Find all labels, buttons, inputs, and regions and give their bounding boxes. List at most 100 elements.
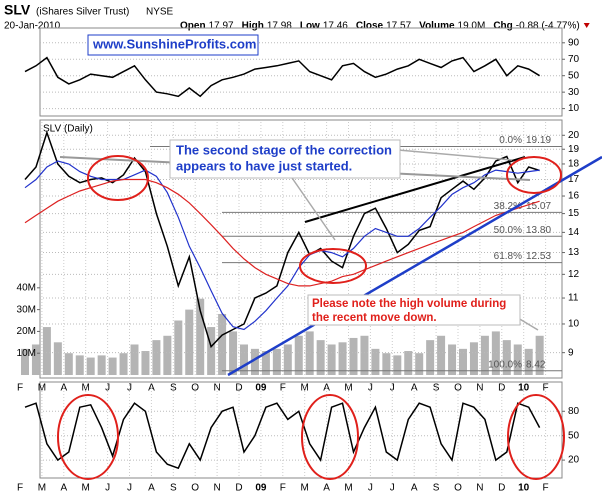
pointer bbox=[289, 174, 336, 241]
y-tick-label: 16 bbox=[568, 191, 580, 202]
pointer bbox=[397, 149, 513, 161]
annotation-box bbox=[169, 139, 401, 179]
x-tick-label: N bbox=[213, 483, 220, 494]
price-frame bbox=[39, 119, 563, 379]
x-tick-label: M bbox=[344, 483, 352, 494]
fib-percent: 100.0% bbox=[488, 359, 522, 370]
quote-label: Chg bbox=[493, 21, 512, 32]
volume-bar bbox=[152, 340, 161, 375]
volume-bar bbox=[240, 344, 248, 375]
watermark-box bbox=[87, 34, 259, 56]
volume-bar bbox=[272, 348, 281, 375]
highlight bbox=[301, 394, 359, 480]
x-tick-label: S bbox=[170, 483, 177, 494]
volume-bar bbox=[349, 337, 358, 375]
volume-bar bbox=[108, 357, 117, 375]
y-tick-label: 18 bbox=[568, 159, 580, 170]
volume-bar bbox=[294, 335, 303, 375]
x-tick-label: 09 bbox=[255, 483, 267, 494]
volume-bar bbox=[119, 353, 128, 375]
volume-bar bbox=[42, 327, 51, 375]
fib-price: 19.19 bbox=[526, 135, 551, 146]
quote-value: 17.97 bbox=[209, 21, 234, 32]
y-tick-label: 30M bbox=[17, 304, 36, 315]
volume-bar bbox=[360, 335, 369, 375]
highlight bbox=[506, 156, 562, 194]
volume-bar bbox=[338, 342, 347, 375]
highlight bbox=[507, 394, 565, 480]
fib-price: 12.53 bbox=[526, 251, 551, 262]
series-line bbox=[24, 402, 541, 470]
y-tick-label: 10M bbox=[17, 348, 36, 359]
annotation: the recent move down. bbox=[312, 312, 437, 324]
x-tick-label: F bbox=[280, 483, 286, 494]
x-tick-label: A bbox=[411, 483, 418, 494]
quote-label: Close bbox=[356, 21, 384, 32]
quote-value: 17.46 bbox=[323, 21, 348, 32]
volume-bar bbox=[327, 344, 336, 375]
exchange: NYSE bbox=[146, 7, 174, 18]
y-tick-label: 10 bbox=[568, 103, 580, 114]
volume-bar bbox=[141, 351, 150, 375]
x-tick-label: D bbox=[235, 483, 242, 494]
fib-percent: 38.2% bbox=[494, 201, 522, 212]
y-tick-label: 50 bbox=[568, 430, 580, 441]
volume-bar bbox=[250, 348, 259, 375]
y-tick-label: 30 bbox=[568, 87, 580, 98]
y-tick-label: 12 bbox=[568, 269, 580, 280]
annotation: Please note the high volume during bbox=[312, 298, 506, 310]
x-tick-label: D bbox=[498, 483, 505, 494]
highlight bbox=[299, 248, 367, 284]
y-tick-label: 19 bbox=[568, 144, 580, 155]
y-tick-label: 14 bbox=[568, 227, 580, 238]
y-tick-label: 90 bbox=[568, 37, 580, 48]
fib-percent: 50.0% bbox=[494, 225, 522, 236]
volume-bar bbox=[316, 340, 325, 375]
x-tick-label: F bbox=[17, 483, 23, 494]
series-line bbox=[24, 56, 540, 98]
highlight bbox=[57, 394, 119, 480]
volume-bar bbox=[426, 340, 435, 375]
fib-percent: 61.8% bbox=[494, 251, 522, 262]
quote-label: Low bbox=[300, 21, 320, 32]
quote-value: 17.57 bbox=[386, 21, 411, 32]
volume-bar bbox=[415, 353, 424, 375]
y-tick-label: 10 bbox=[568, 319, 580, 330]
volume-bar bbox=[185, 309, 194, 375]
symbol: SLV bbox=[4, 2, 31, 18]
volume-bar bbox=[207, 327, 216, 375]
x-tick-label: F bbox=[543, 483, 549, 494]
x-tick-label: J bbox=[105, 483, 110, 494]
rsi-frame bbox=[39, 27, 563, 117]
volume-bar bbox=[21, 348, 29, 375]
security-name: (iShares Silver Trust) bbox=[36, 7, 129, 18]
y-tick-label: 15 bbox=[568, 208, 580, 219]
y-tick-label: 9 bbox=[568, 347, 574, 358]
volume-bar bbox=[437, 335, 446, 375]
x-tick-label: N bbox=[476, 483, 483, 494]
volume-bar bbox=[130, 344, 139, 375]
volume-bar bbox=[163, 335, 172, 375]
volume-bar bbox=[502, 340, 511, 375]
quote-value: -0.88 (-4.77%) bbox=[516, 21, 580, 32]
volume-bar bbox=[469, 342, 478, 375]
quote-value: 17.98 bbox=[267, 21, 292, 32]
volume-bar bbox=[491, 331, 500, 375]
quote-label: High bbox=[242, 21, 264, 32]
series-line bbox=[24, 178, 540, 287]
volume-bar bbox=[535, 335, 544, 375]
volume-bar bbox=[393, 355, 402, 375]
y-tick-label: 80 bbox=[568, 406, 580, 417]
fib-percent: 0.0% bbox=[499, 135, 522, 146]
volume-bar bbox=[97, 355, 106, 375]
volume-bar bbox=[229, 331, 238, 375]
series-line bbox=[24, 160, 540, 331]
x-tick-label: O bbox=[454, 483, 462, 494]
fib-price: 8.42 bbox=[526, 359, 546, 370]
volume-bar bbox=[31, 344, 40, 375]
volume-bar bbox=[404, 351, 413, 375]
y-tick-label: 20 bbox=[568, 455, 580, 466]
x-tick-label: J bbox=[127, 483, 132, 494]
volume-bar bbox=[448, 344, 457, 375]
